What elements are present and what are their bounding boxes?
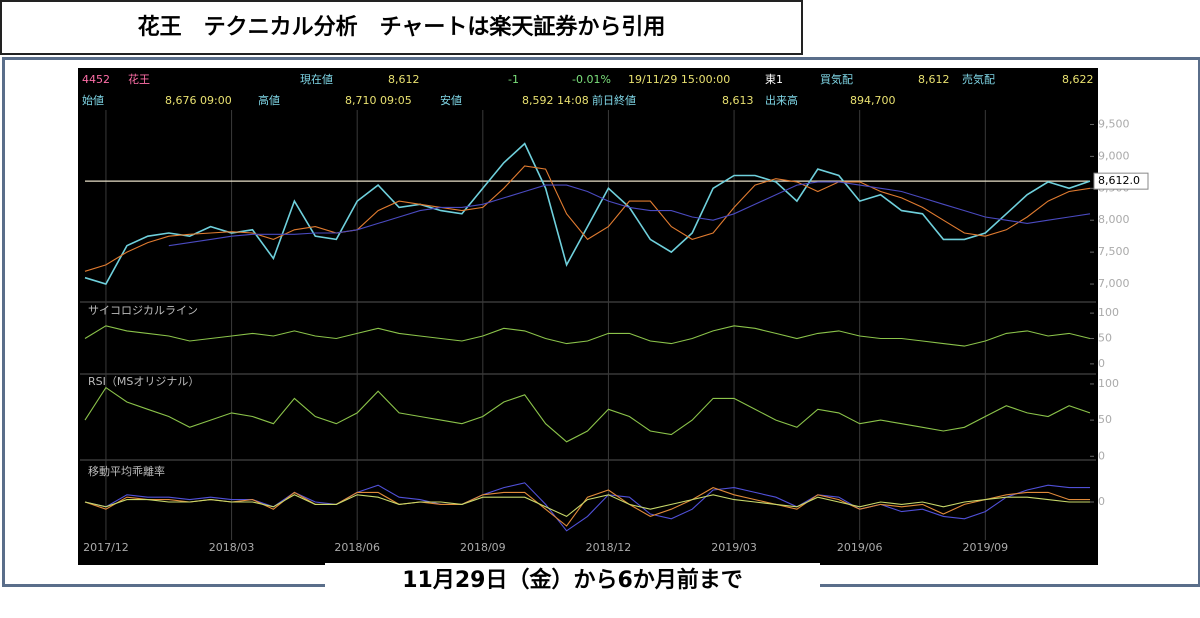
quote-field: 安値	[440, 93, 462, 107]
quote-field: 8,613	[722, 94, 754, 107]
quote-field: 8,676 09:00	[165, 94, 232, 107]
y-tick-label: 0	[1098, 357, 1105, 370]
x-tick-label: 2019/09	[962, 541, 1008, 554]
quote-field: 8,622	[1062, 73, 1094, 86]
quote-field: 花王	[128, 73, 150, 86]
x-tick-label: 2018/03	[209, 541, 255, 554]
y-tick-label: 50	[1098, 332, 1112, 345]
quote-field: 高値	[258, 93, 280, 107]
quote-field: 4452	[82, 73, 110, 86]
x-tick-label: 2018/06	[334, 541, 380, 554]
panel-title: 移動平均乖離率	[88, 464, 165, 478]
y-tick-label: 0	[1098, 495, 1105, 508]
quote-field: 19/11/29 15:00:00	[628, 73, 730, 86]
quote-field: 出来高	[765, 93, 798, 107]
reference-label: 8,612.0	[1098, 174, 1140, 187]
x-tick-label: 2018/12	[586, 541, 632, 554]
quote-field: -1	[508, 73, 519, 86]
reference-label-box	[1093, 172, 1149, 190]
panel-title: サイコロジカルライン	[88, 304, 198, 317]
series-line	[84, 494, 1090, 518]
series-line	[84, 165, 1091, 272]
quote-field: 買気配	[820, 72, 853, 86]
series-line	[84, 386, 1091, 443]
quote-field: 始値	[82, 93, 104, 107]
y-tick-label: 8,000	[1098, 213, 1130, 226]
quote-field: 8,612	[918, 73, 950, 86]
series-line	[168, 181, 1091, 247]
caption: 11月29日（金）から6か月前まで	[325, 563, 820, 599]
page-title: 花王 テクニカル分析 チャートは楽天証券から引用	[0, 0, 803, 55]
chart-background	[78, 68, 1098, 565]
quote-field: 東1	[765, 73, 783, 86]
quote-field: -0.01%	[572, 73, 611, 86]
quote-field: 売気配	[962, 72, 995, 86]
x-tick-label: 2017/12	[83, 541, 129, 554]
y-tick-label: 0	[1098, 449, 1105, 462]
quote-field: 現在値	[300, 73, 333, 86]
y-tick-label: 50	[1098, 413, 1112, 426]
y-tick-label: 100	[1098, 306, 1119, 319]
y-tick-label: 9,500	[1098, 117, 1130, 130]
x-tick-label: 2019/03	[711, 541, 757, 554]
quote-field: 8,612	[388, 73, 420, 86]
quote-field: 8,592 14:08	[522, 94, 589, 107]
series-line	[84, 142, 1091, 285]
x-tick-label: 2019/06	[837, 541, 883, 554]
series-line	[84, 486, 1090, 527]
quote-field: 8,710 09:05	[345, 94, 412, 107]
y-tick-label: 7,000	[1098, 277, 1130, 290]
x-tick-label: 2018/09	[460, 541, 506, 554]
y-tick-label: 100	[1098, 377, 1119, 390]
y-tick-label: 7,500	[1098, 245, 1130, 258]
quote-field: 894,700	[850, 94, 896, 107]
quote-field: 前日終値	[592, 93, 636, 107]
panel-title: RSI（MSオリジナル）	[88, 375, 199, 388]
y-tick-label: 9,000	[1098, 149, 1130, 162]
series-line	[84, 325, 1091, 347]
